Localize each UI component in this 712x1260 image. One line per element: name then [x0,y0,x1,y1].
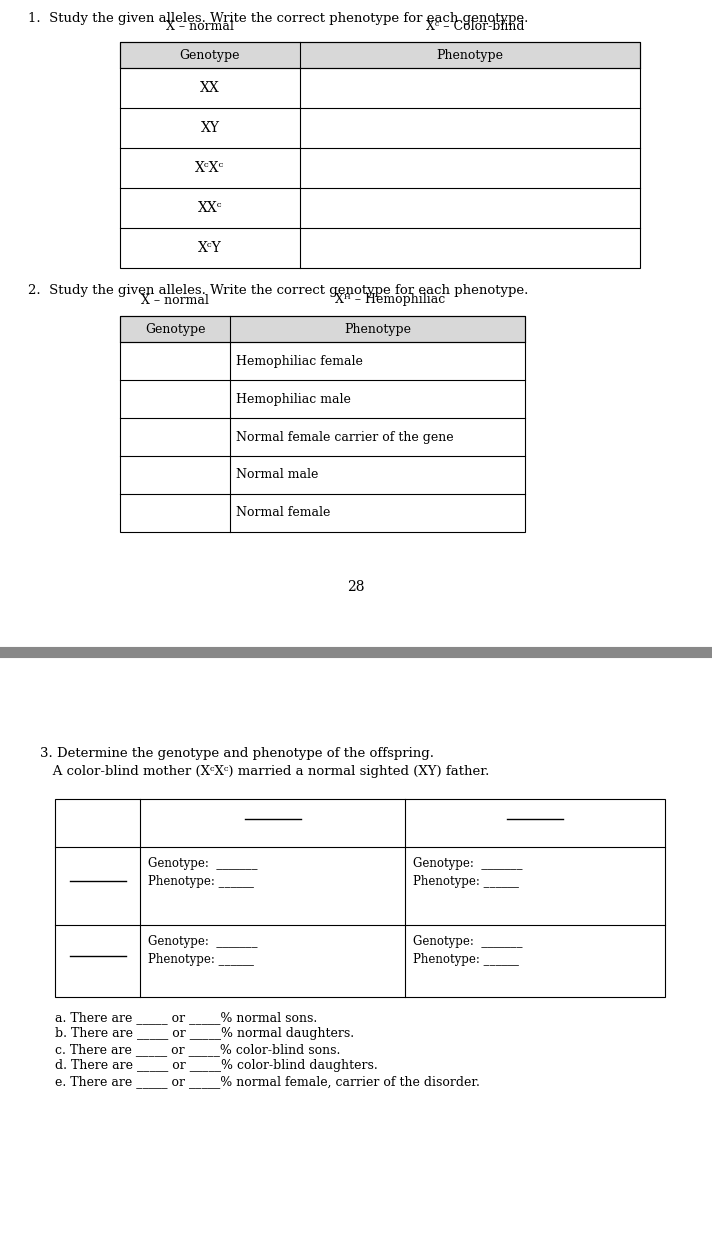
Text: Genotype:  _______: Genotype: _______ [413,857,523,869]
Text: Phenotype: ______: Phenotype: ______ [413,874,519,888]
Text: Genotype:  _______: Genotype: _______ [148,857,258,869]
Text: 2.  Study the given alleles. Write the correct genotype for each phenotype.: 2. Study the given alleles. Write the co… [28,284,528,297]
Text: Phenotype: ______: Phenotype: ______ [148,953,254,966]
Text: Phenotype: Phenotype [436,48,503,62]
Text: Genotype:  _______: Genotype: _______ [148,935,258,948]
Text: XX: XX [200,81,220,94]
Text: Xᶜ – Color-blind: Xᶜ – Color-blind [426,19,524,33]
Text: Phenotype: ______: Phenotype: ______ [413,953,519,966]
Text: 3. Determine the genotype and phenotype of the offspring.: 3. Determine the genotype and phenotype … [40,747,434,760]
Text: Normal female carrier of the gene: Normal female carrier of the gene [236,431,454,444]
Text: XXᶜ: XXᶜ [198,202,222,215]
Text: b. There are _____ or _____% normal daughters.: b. There are _____ or _____% normal daug… [55,1027,354,1039]
Text: c. There are _____ or _____% color-blind sons.: c. There are _____ or _____% color-blind… [55,1043,340,1056]
Bar [120,42,640,68]
Bar [120,316,525,532]
Text: 1.  Study the given alleles. Write the correct phenotype for each genotype.: 1. Study the given alleles. Write the co… [28,13,528,25]
Text: Phenotype: ______: Phenotype: ______ [148,874,254,888]
Text: a. There are _____ or _____% normal sons.: a. There are _____ or _____% normal sons… [55,1011,318,1024]
Text: e. There are _____ or _____% normal female, carrier of the disorder.: e. There are _____ or _____% normal fema… [55,1075,480,1087]
Text: Genotype:  _______: Genotype: _______ [413,935,523,948]
Text: 28: 28 [347,580,365,593]
Text: Normal male: Normal male [236,469,318,481]
Text: Normal female: Normal female [236,507,330,519]
Text: Xᴴ – Hemophiliac: Xᴴ – Hemophiliac [335,294,445,306]
Text: Hemophiliac female: Hemophiliac female [236,354,363,368]
Text: Genotype: Genotype [179,48,240,62]
Text: XY: XY [201,121,219,135]
Bar [120,42,640,268]
Text: A color-blind mother (XᶜXᶜ) married a normal sighted (XY) father.: A color-blind mother (XᶜXᶜ) married a no… [40,765,489,777]
Text: X – normal: X – normal [141,294,209,306]
Text: Hemophiliac male: Hemophiliac male [236,393,351,406]
Text: X – normal: X – normal [166,19,234,33]
Text: Phenotype: Phenotype [344,323,411,335]
Text: Genotype: Genotype [145,323,205,335]
Bar [55,799,665,997]
Bar [120,316,525,341]
Text: XᶜXᶜ: XᶜXᶜ [195,161,224,175]
Text: d. There are _____ or _____% color-blind daughters.: d. There are _____ or _____% color-blind… [55,1058,378,1072]
Text: XᶜY: XᶜY [198,241,222,255]
